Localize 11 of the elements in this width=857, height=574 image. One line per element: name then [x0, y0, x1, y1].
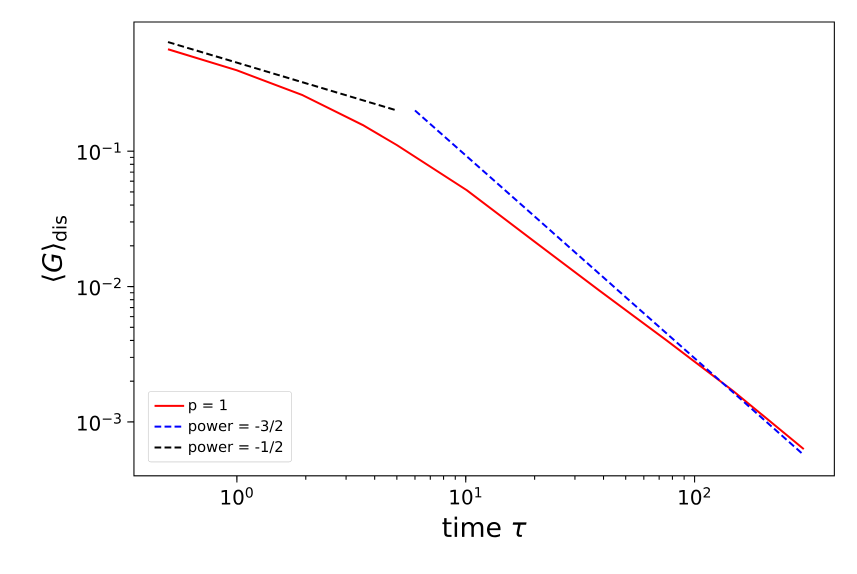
y-tick-label: 10$^{−2}$	[78, 278, 121, 296]
x-tick-label: 10$^{1}$	[450, 486, 482, 504]
x-tick-label: 10$^{0}$	[222, 486, 253, 505]
y-tick-label: 10$^{−3}$	[78, 412, 121, 431]
x-axis-title: time τ	[442, 516, 527, 538]
x-tick-label: 10$^{2}$	[679, 486, 710, 505]
legend-label: power = -1/2	[189, 440, 282, 455]
legend-label: power = -3/2	[189, 420, 282, 434]
legend-label: p = 1	[189, 399, 227, 414]
y-axis-title: ⟨G⟩$_{dis}$	[42, 216, 67, 281]
y-tick-label: 10$^{−1}$	[78, 142, 121, 160]
